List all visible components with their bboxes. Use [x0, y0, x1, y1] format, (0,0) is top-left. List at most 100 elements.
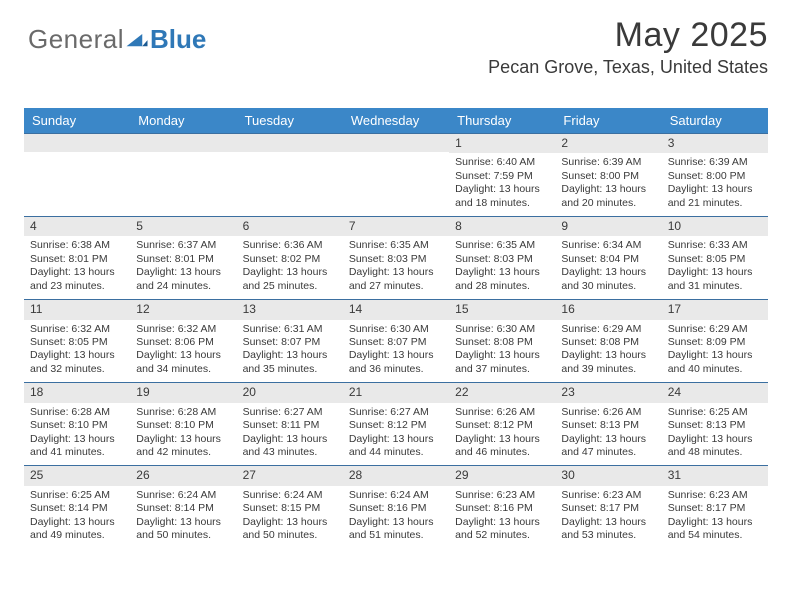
daylight-text: Daylight: 13 hours and 23 minutes.	[28, 266, 126, 293]
daylight-text: Daylight: 13 hours and 25 minutes.	[241, 266, 339, 293]
day-header: Sunday	[24, 108, 130, 133]
calendar-grid: SundayMondayTuesdayWednesdayThursdayFrid…	[24, 108, 768, 549]
sunset-text: Sunset: 8:12 PM	[453, 419, 551, 432]
day-number: 3	[662, 134, 768, 153]
sunrise-text: Sunrise: 6:40 AM	[453, 156, 551, 169]
sunset-text: Sunset: 8:13 PM	[666, 419, 764, 432]
calendar-cell-empty	[24, 133, 130, 216]
calendar-cell-empty	[343, 133, 449, 216]
sunrise-text: Sunrise: 6:35 AM	[453, 239, 551, 252]
sunrise-text: Sunrise: 6:25 AM	[28, 489, 126, 502]
sunrise-text: Sunrise: 6:36 AM	[241, 239, 339, 252]
calendar-cell: 15Sunrise: 6:30 AMSunset: 8:08 PMDayligh…	[449, 299, 555, 382]
sunset-text: Sunset: 8:02 PM	[241, 253, 339, 266]
sunrise-text: Sunrise: 6:34 AM	[559, 239, 657, 252]
calendar-cell-empty	[237, 133, 343, 216]
day-number-row	[343, 134, 449, 152]
day-header: Thursday	[449, 108, 555, 133]
day-number: 23	[555, 383, 661, 402]
day-number-row	[24, 134, 130, 152]
calendar-cell: 29Sunrise: 6:23 AMSunset: 8:16 PMDayligh…	[449, 465, 555, 548]
daylight-text: Daylight: 13 hours and 40 minutes.	[666, 349, 764, 376]
daylight-text: Daylight: 13 hours and 20 minutes.	[559, 183, 657, 210]
sunset-text: Sunset: 8:03 PM	[453, 253, 551, 266]
sunset-text: Sunset: 8:00 PM	[559, 170, 657, 183]
day-number: 31	[662, 466, 768, 485]
sunset-text: Sunset: 8:05 PM	[666, 253, 764, 266]
daylight-text: Daylight: 13 hours and 31 minutes.	[666, 266, 764, 293]
daylight-text: Daylight: 13 hours and 54 minutes.	[666, 516, 764, 543]
day-header: Saturday	[662, 108, 768, 133]
sunrise-text: Sunrise: 6:29 AM	[666, 323, 764, 336]
logo-sail-icon	[126, 34, 148, 48]
day-number: 30	[555, 466, 661, 485]
sunrise-text: Sunrise: 6:29 AM	[559, 323, 657, 336]
sunrise-text: Sunrise: 6:33 AM	[666, 239, 764, 252]
sunrise-text: Sunrise: 6:39 AM	[559, 156, 657, 169]
brand-logo: General Blue	[28, 24, 206, 55]
sunrise-text: Sunrise: 6:23 AM	[666, 489, 764, 502]
daylight-text: Daylight: 13 hours and 51 minutes.	[347, 516, 445, 543]
calendar-cell: 28Sunrise: 6:24 AMSunset: 8:16 PMDayligh…	[343, 465, 449, 548]
day-number: 26	[130, 466, 236, 485]
sunset-text: Sunset: 8:10 PM	[28, 419, 126, 432]
sunrise-text: Sunrise: 6:24 AM	[347, 489, 445, 502]
day-number: 27	[237, 466, 343, 485]
day-number: 7	[343, 217, 449, 236]
sunrise-text: Sunrise: 6:23 AM	[453, 489, 551, 502]
day-number: 5	[130, 217, 236, 236]
daylight-text: Daylight: 13 hours and 53 minutes.	[559, 516, 657, 543]
day-number: 17	[662, 300, 768, 319]
day-number: 15	[449, 300, 555, 319]
sunrise-text: Sunrise: 6:25 AM	[666, 406, 764, 419]
calendar-cell: 30Sunrise: 6:23 AMSunset: 8:17 PMDayligh…	[555, 465, 661, 548]
daylight-text: Daylight: 13 hours and 39 minutes.	[559, 349, 657, 376]
day-number: 10	[662, 217, 768, 236]
daylight-text: Daylight: 13 hours and 27 minutes.	[347, 266, 445, 293]
calendar-cell: 22Sunrise: 6:26 AMSunset: 8:12 PMDayligh…	[449, 382, 555, 465]
calendar-cell: 4 Sunrise: 6:38 AMSunset: 8:01 PMDaylight…	[24, 216, 130, 299]
daylight-text: Daylight: 13 hours and 35 minutes.	[241, 349, 339, 376]
calendar-cell: 21Sunrise: 6:27 AMSunset: 8:12 PMDayligh…	[343, 382, 449, 465]
day-number: 4	[24, 217, 130, 236]
calendar-cell: 23Sunrise: 6:26 AMSunset: 8:13 PMDayligh…	[555, 382, 661, 465]
calendar-cell: 5Sunrise: 6:37 AMSunset: 8:01 PMDaylight…	[130, 216, 236, 299]
day-number: 25	[24, 466, 130, 485]
sunset-text: Sunset: 8:05 PM	[28, 336, 126, 349]
page-title: May 2025	[488, 16, 768, 55]
sunset-text: Sunset: 8:11 PM	[241, 419, 339, 432]
calendar-cell: 25Sunrise: 6:25 AMSunset: 8:14 PMDayligh…	[24, 465, 130, 548]
daylight-text: Daylight: 13 hours and 18 minutes.	[453, 183, 551, 210]
sunset-text: Sunset: 8:15 PM	[241, 502, 339, 515]
sunrise-text: Sunrise: 6:35 AM	[347, 239, 445, 252]
sunrise-text: Sunrise: 6:24 AM	[134, 489, 232, 502]
calendar-cell: 2Sunrise: 6:39 AMSunset: 8:00 PMDaylight…	[555, 133, 661, 216]
calendar-cell: 31Sunrise: 6:23 AMSunset: 8:17 PMDayligh…	[662, 465, 768, 548]
daylight-text: Daylight: 13 hours and 41 minutes.	[28, 433, 126, 460]
day-number: 11	[24, 300, 130, 319]
sunrise-text: Sunrise: 6:24 AM	[241, 489, 339, 502]
day-number: 13	[237, 300, 343, 319]
day-number: 24	[662, 383, 768, 402]
calendar-cell: 9Sunrise: 6:34 AMSunset: 8:04 PMDaylight…	[555, 216, 661, 299]
sunset-text: Sunset: 8:08 PM	[559, 336, 657, 349]
sunset-text: Sunset: 8:08 PM	[453, 336, 551, 349]
sunrise-text: Sunrise: 6:28 AM	[134, 406, 232, 419]
day-number: 14	[343, 300, 449, 319]
calendar-cell: 20Sunrise: 6:27 AMSunset: 8:11 PMDayligh…	[237, 382, 343, 465]
day-number-row	[237, 134, 343, 152]
day-number-row	[130, 134, 236, 152]
sunset-text: Sunset: 8:14 PM	[28, 502, 126, 515]
daylight-text: Daylight: 13 hours and 37 minutes.	[453, 349, 551, 376]
sunset-text: Sunset: 7:59 PM	[453, 170, 551, 183]
day-header: Friday	[555, 108, 661, 133]
sunset-text: Sunset: 8:01 PM	[134, 253, 232, 266]
day-number: 16	[555, 300, 661, 319]
sunset-text: Sunset: 8:17 PM	[559, 502, 657, 515]
sunset-text: Sunset: 8:01 PM	[28, 253, 126, 266]
sunset-text: Sunset: 8:10 PM	[134, 419, 232, 432]
daylight-text: Daylight: 13 hours and 21 minutes.	[666, 183, 764, 210]
daylight-text: Daylight: 13 hours and 48 minutes.	[666, 433, 764, 460]
calendar-cell: 6Sunrise: 6:36 AMSunset: 8:02 PMDaylight…	[237, 216, 343, 299]
sunrise-text: Sunrise: 6:38 AM	[28, 239, 126, 252]
